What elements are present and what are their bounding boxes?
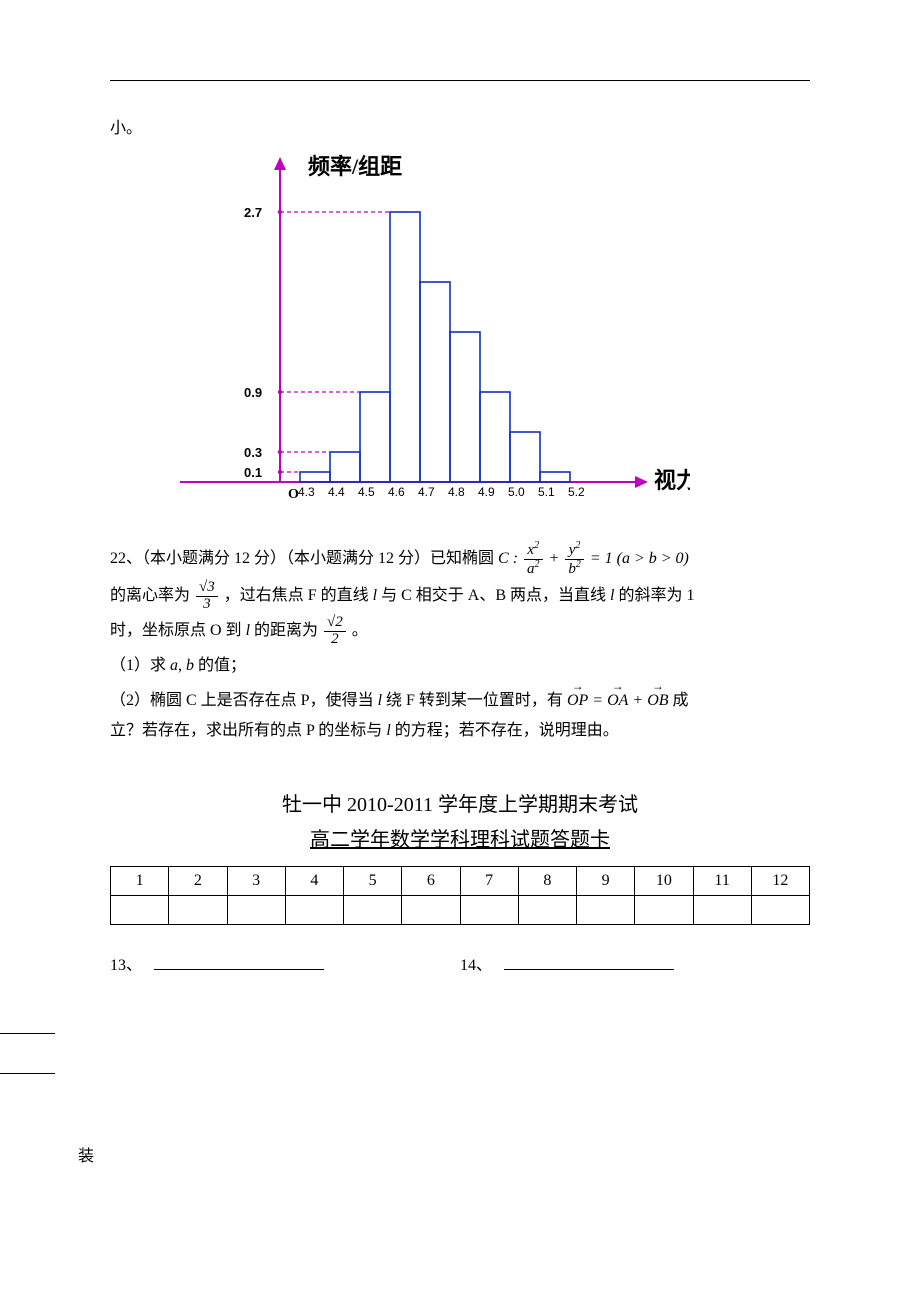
answer-cell[interactable] bbox=[693, 895, 751, 924]
answer-cell[interactable] bbox=[111, 895, 169, 924]
sup-2: 2 bbox=[575, 540, 580, 551]
ellipse-label: C : bbox=[498, 550, 518, 567]
q22-line3c: 。 bbox=[352, 622, 368, 639]
answer-card-title: 牡一中 2010-2011 学年度上学期期末考试 bbox=[110, 788, 810, 817]
sup-2: 2 bbox=[535, 559, 540, 570]
svg-text:4.9: 4.9 bbox=[478, 485, 495, 499]
answer-cell[interactable] bbox=[285, 895, 343, 924]
q22-part2d: 立？若存在，求出所有的点 P 的坐标与 bbox=[110, 722, 382, 739]
dist-num: 2 bbox=[335, 614, 343, 630]
svg-text:5.1: 5.1 bbox=[538, 485, 555, 499]
ell-5: l bbox=[386, 722, 390, 739]
frac-sqrt3-3: √3 3 bbox=[196, 580, 218, 613]
answer-cell[interactable] bbox=[751, 895, 809, 924]
answer-cell[interactable] bbox=[577, 895, 635, 924]
q22-part2b: 绕 F 转到某一位置时，有 bbox=[386, 692, 563, 709]
sup-2: 2 bbox=[576, 559, 581, 570]
answer-col-header: 1 bbox=[111, 866, 169, 895]
answer-cell[interactable] bbox=[518, 895, 576, 924]
svg-text:4.3: 4.3 bbox=[298, 485, 315, 499]
svg-text:4.6: 4.6 bbox=[388, 485, 405, 499]
vec-ob: OB bbox=[647, 683, 668, 718]
answer-col-header: 2 bbox=[169, 866, 227, 895]
svg-text:0.9: 0.9 bbox=[244, 385, 262, 400]
answer-col-header: 3 bbox=[227, 866, 285, 895]
answer-card-subtitle: 高二学年数学学科理科试题答题卡 bbox=[110, 823, 810, 852]
q22-line3a: 时，坐标原点 O 到 bbox=[110, 622, 242, 639]
ecc-den: 3 bbox=[196, 597, 218, 613]
answer-table: 123456789101112 bbox=[110, 866, 810, 925]
answer-cell[interactable] bbox=[460, 895, 518, 924]
dist-den: 2 bbox=[324, 632, 346, 648]
histogram-chart: 频率/组距视力O4.34.44.54.64.74.84.95.05.15.20.… bbox=[110, 152, 810, 517]
frac-y2-b2: y2 b2 bbox=[565, 541, 584, 578]
den-b: b bbox=[568, 561, 576, 577]
margin-mark: 装 bbox=[78, 1142, 94, 1166]
ell-1: l bbox=[373, 587, 377, 604]
fill-13-blank[interactable] bbox=[154, 953, 324, 970]
plus-sign: + bbox=[549, 550, 564, 567]
svg-text:0.1: 0.1 bbox=[244, 465, 262, 480]
fillin-row: 13、 14、 bbox=[110, 951, 810, 975]
svg-text:0.3: 0.3 bbox=[244, 445, 262, 460]
svg-text:4.4: 4.4 bbox=[328, 485, 345, 499]
svg-text:4.5: 4.5 bbox=[358, 485, 375, 499]
q22-part2e: 的方程；若不存在，说明理由。 bbox=[395, 722, 619, 739]
answer-cell[interactable] bbox=[344, 895, 402, 924]
eq-tail: = 1 (a > b > 0) bbox=[590, 550, 689, 567]
answer-col-header: 6 bbox=[402, 866, 460, 895]
ell-3: l bbox=[246, 622, 250, 639]
svg-text:视力: 视力 bbox=[654, 468, 690, 493]
q22-line3b: 的距离为 bbox=[254, 622, 318, 639]
ell-4: l bbox=[378, 692, 382, 709]
fill-13-label: 13、 bbox=[110, 957, 142, 974]
answer-col-header: 12 bbox=[751, 866, 809, 895]
q22-line2c: 与 C 相交于 A、B 两点，当直线 bbox=[381, 587, 606, 604]
q22-part2a: （2）椭圆 C 上是否存在点 P，使得当 bbox=[110, 692, 374, 709]
sup-2: 2 bbox=[534, 540, 539, 551]
svg-text:4.8: 4.8 bbox=[448, 485, 465, 499]
answer-col-header: 9 bbox=[577, 866, 635, 895]
answer-col-header: 7 bbox=[460, 866, 518, 895]
answer-cell[interactable] bbox=[635, 895, 693, 924]
q22-line2d: 的斜率为 1 bbox=[618, 587, 694, 604]
ell-2: l bbox=[610, 587, 614, 604]
q22-part2c: 成 bbox=[673, 692, 689, 709]
q22-prefix: 22、（本小题满分 12 分）（本小题满分 12 分）已知椭圆 bbox=[110, 550, 494, 567]
answer-col-header: 10 bbox=[635, 866, 693, 895]
top-border bbox=[110, 80, 810, 81]
answer-col-header: 4 bbox=[285, 866, 343, 895]
answer-col-header: 8 bbox=[518, 866, 576, 895]
svg-text:5.2: 5.2 bbox=[568, 485, 585, 499]
q22-line2a: 的离心率为 bbox=[110, 587, 190, 604]
svg-text:4.7: 4.7 bbox=[418, 485, 435, 499]
vec-oa: OA bbox=[607, 683, 628, 718]
q22-line2b: ，过右焦点 F 的直线 bbox=[224, 587, 369, 604]
answer-cell[interactable] bbox=[169, 895, 227, 924]
answer-col-header: 11 bbox=[693, 866, 751, 895]
answer-col-header: 5 bbox=[344, 866, 402, 895]
fragment-text: 小。 bbox=[110, 111, 810, 146]
frac-x2-a2: x2 a2 bbox=[524, 541, 543, 578]
svg-text:频率/组距: 频率/组距 bbox=[308, 154, 402, 179]
answer-cell[interactable] bbox=[402, 895, 460, 924]
fill-14-label: 14、 bbox=[460, 957, 492, 974]
den-a: a bbox=[527, 561, 535, 577]
vec-op: OP bbox=[567, 683, 588, 718]
question-22: 22、（本小题满分 12 分）（本小题满分 12 分）已知椭圆 C : x2 a… bbox=[110, 541, 810, 748]
frac-sqrt2-2: √2 2 bbox=[324, 615, 346, 648]
ecc-num: 3 bbox=[207, 579, 215, 595]
q22-part1: （1）求 a, b 的值； bbox=[110, 648, 810, 683]
svg-text:5.0: 5.0 bbox=[508, 485, 525, 499]
svg-text:2.7: 2.7 bbox=[244, 205, 262, 220]
fill-14-blank[interactable] bbox=[504, 953, 674, 970]
answer-cell[interactable] bbox=[227, 895, 285, 924]
